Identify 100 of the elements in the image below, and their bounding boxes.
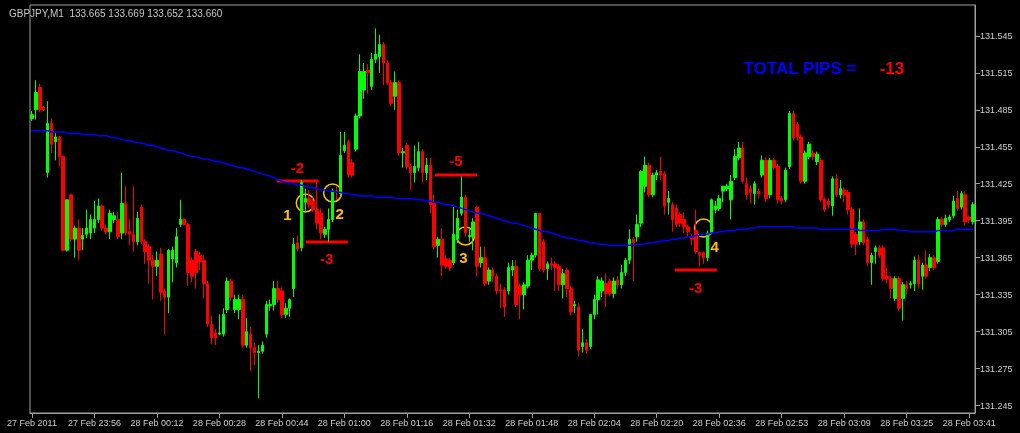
candlestick <box>585 338 588 355</box>
annotation: TOTAL PIPS = <box>743 58 857 78</box>
candlestick <box>452 206 455 266</box>
candlestick <box>827 198 830 209</box>
y-tick-label: 131.545 <box>980 30 1013 41</box>
candlestick <box>108 209 112 240</box>
x-tick-label: 28 Feb 02:36 <box>692 417 746 428</box>
candlestick <box>557 263 561 292</box>
x-tick-label: 28 Feb 02:20 <box>630 417 684 428</box>
candlestick <box>784 167 787 203</box>
candlestick <box>561 268 565 299</box>
candlestick <box>81 227 84 251</box>
candlestick <box>901 281 905 322</box>
annotation: 4 <box>710 237 720 255</box>
candlestick <box>553 260 557 292</box>
candlestick <box>343 131 346 154</box>
y-tick-label: 131.395 <box>980 215 1013 226</box>
candlestick <box>573 300 576 314</box>
y-tick-label: 131.485 <box>980 104 1013 115</box>
x-tick-label: 28 Feb 00:28 <box>192 417 246 428</box>
y-tick-label: 131.455 <box>980 141 1013 152</box>
candlestick <box>745 177 748 201</box>
candlestick <box>393 71 397 111</box>
candlestick <box>905 280 908 296</box>
candlestick <box>73 225 77 259</box>
candlestick <box>924 249 928 280</box>
x-tick-label: 28 Feb 01:48 <box>505 417 559 428</box>
candlestick <box>870 252 873 286</box>
candlestick <box>538 212 541 272</box>
candlestick <box>136 211 139 246</box>
candlestick <box>667 190 670 216</box>
candlestick <box>85 209 88 239</box>
candlestick <box>835 173 838 198</box>
candlestick <box>120 172 124 240</box>
x-tick-label: 28 Feb 00:44 <box>255 417 309 428</box>
candlestick <box>675 204 678 228</box>
candlestick <box>612 276 616 299</box>
annotation: -3 <box>689 278 703 296</box>
candlestick <box>917 254 920 289</box>
candlestick <box>921 262 924 291</box>
candlestick <box>928 253 932 272</box>
candlestick <box>760 154 764 179</box>
candlestick <box>296 235 299 253</box>
candlestick <box>436 236 440 259</box>
candlestick <box>768 157 772 200</box>
candlestick <box>858 207 862 246</box>
x-tick-label: 28 Feb 02:53 <box>755 417 809 428</box>
candlestick <box>710 198 713 235</box>
candlestick <box>155 251 159 277</box>
candlestick <box>307 189 311 209</box>
candlestick <box>413 145 416 183</box>
annotation: -3 <box>320 249 334 267</box>
candlestick <box>671 201 674 233</box>
y-tick-label: 131.515 <box>980 67 1013 78</box>
x-tick-label: 28 Feb 01:32 <box>442 417 496 428</box>
candlestick <box>596 275 600 315</box>
candlestick <box>186 222 190 287</box>
candlestick <box>831 175 834 217</box>
candlestick <box>487 267 491 286</box>
candlestick <box>960 190 963 211</box>
annotation: -2 <box>290 158 305 176</box>
candlestick <box>245 317 248 349</box>
candlestick <box>913 255 916 292</box>
candlestick <box>764 157 768 203</box>
x-tick-label: 28 Feb 03:09 <box>817 417 871 428</box>
candlestick <box>65 199 69 253</box>
candlestick <box>874 244 877 265</box>
candlestick <box>632 236 635 282</box>
x-tick-label: 27 Feb 2011 <box>7 417 57 428</box>
candlestick <box>34 79 38 121</box>
candlestick <box>194 248 198 289</box>
candlestick <box>288 297 291 318</box>
candlestick <box>702 251 705 265</box>
candlestick <box>257 344 260 399</box>
candlestick <box>815 151 819 166</box>
candlestick <box>940 216 944 228</box>
candlestick <box>46 100 49 179</box>
candlestick <box>38 83 42 113</box>
x-tick-label: 28 Feb 03:25 <box>880 417 934 428</box>
candlestick <box>440 227 444 277</box>
candlestick <box>50 117 53 154</box>
candlestick <box>265 300 268 339</box>
candlestick <box>335 185 338 201</box>
candlestick <box>475 205 479 277</box>
y-tick-label: 131.305 <box>980 326 1013 337</box>
annotation: 1 <box>283 205 292 223</box>
chart-title: GBPJPY,M1 133.665 133.669 133.652 133.660 <box>9 7 223 19</box>
candlestick <box>366 63 370 95</box>
candlestick <box>604 273 608 308</box>
candlestick <box>292 237 295 298</box>
candlestick <box>229 278 233 302</box>
y-tick-label: 131.335 <box>980 289 1013 300</box>
candlestick <box>483 246 487 287</box>
candlestick <box>132 185 135 253</box>
candlestick <box>792 110 795 142</box>
candlestick <box>616 275 619 289</box>
candlestick <box>382 41 385 86</box>
candlestick <box>237 294 241 320</box>
candlestick <box>971 201 975 225</box>
candlestick <box>272 280 276 312</box>
